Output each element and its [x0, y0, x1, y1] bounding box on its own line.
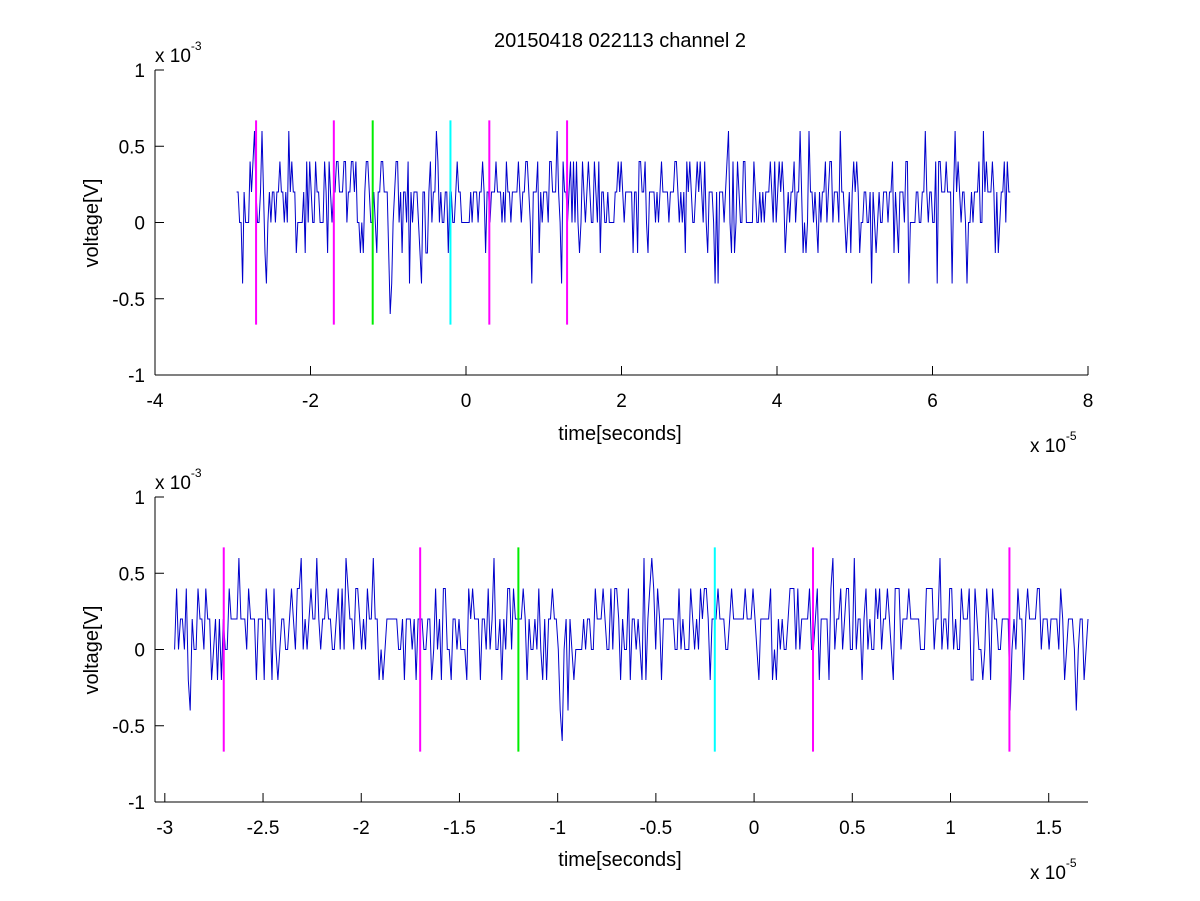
x-scale-exponent: -5: [1066, 856, 1077, 870]
x-scale-multiplier: x 10: [1030, 436, 1066, 457]
x-scale-factor: x 10-5: [1030, 429, 1077, 457]
x-tick-label: -2: [302, 391, 319, 412]
x-tick-label: -2: [353, 818, 370, 839]
chart-bottom: -3 -2.5 -2 -1.5 -1 -0.5 0 0.5 1 1.5 -1 -0.5 0 0.5 1 ti…: [81, 466, 1089, 884]
y-tick-label: 1: [134, 488, 145, 509]
x-tick-label: 8: [1083, 391, 1094, 412]
x-tick-label: 1.5: [1036, 818, 1062, 839]
y-tick-label: -1: [128, 366, 145, 387]
y-axis-label: voltage[V]: [81, 179, 103, 268]
y-tick-label: 0: [134, 214, 145, 235]
y-scale-multiplier: x 10: [155, 473, 191, 494]
x-tick-label: -0.5: [639, 818, 672, 839]
x-tick-label: 6: [927, 391, 938, 412]
x-tick-label: -4: [147, 391, 164, 412]
figure-title: 20150418 022113 channel 2: [494, 30, 746, 52]
series-line: [174, 557, 1089, 742]
x-scale-factor: x 10-5: [1030, 856, 1077, 884]
x-tick-label: 4: [772, 391, 783, 412]
y-tick-label: 0.5: [119, 564, 145, 585]
y-scale-multiplier: x 10: [155, 46, 191, 67]
y-tick-label: -1: [128, 793, 145, 814]
x-tick-label: -3: [156, 818, 173, 839]
x-axis-label: time[seconds]: [558, 423, 681, 445]
chart-top: -4 -2 0 2 4 6 8 -1 -0.5 0 0.5 1 time[seconds] volta…: [81, 39, 1093, 457]
x-tick-label: 0: [749, 818, 760, 839]
y-tick-label: -0.5: [112, 717, 145, 738]
x-tick-label: -2.5: [247, 818, 280, 839]
y-tick-label: -0.5: [112, 290, 145, 311]
x-scale-exponent: -5: [1066, 429, 1077, 443]
ticks: -3 -2.5 -2 -1.5 -1 -0.5 0 0.5 1 1.5 -1 -0.5 0 0.5 1: [112, 488, 1062, 839]
y-scale-exponent: -3: [191, 466, 202, 480]
plot-content: [236, 120, 1011, 325]
plot-area: [155, 70, 1088, 375]
x-tick-label: -1.5: [443, 818, 476, 839]
x-tick-label: 0.5: [839, 818, 865, 839]
ticks: -4 -2 0 2 4 6 8 -1 -0.5 0 0.5 1: [112, 61, 1093, 412]
y-axis-label: voltage[V]: [81, 606, 103, 695]
y-tick-label: 0.5: [119, 137, 145, 158]
series-line: [236, 130, 1011, 315]
plot-content: [174, 547, 1089, 752]
x-scale-multiplier: x 10: [1030, 863, 1066, 884]
y-scale-factor: x 10-3: [155, 39, 202, 67]
x-tick-label: 1: [945, 818, 956, 839]
x-tick-label: -1: [549, 818, 566, 839]
x-axis-label: time[seconds]: [558, 849, 681, 871]
y-scale-factor: x 10-3: [155, 466, 202, 494]
y-tick-label: 1: [134, 61, 145, 82]
y-tick-label: 0: [134, 641, 145, 662]
y-scale-exponent: -3: [191, 39, 202, 53]
x-tick-label: 2: [616, 391, 627, 412]
x-tick-label: 0: [461, 391, 472, 412]
